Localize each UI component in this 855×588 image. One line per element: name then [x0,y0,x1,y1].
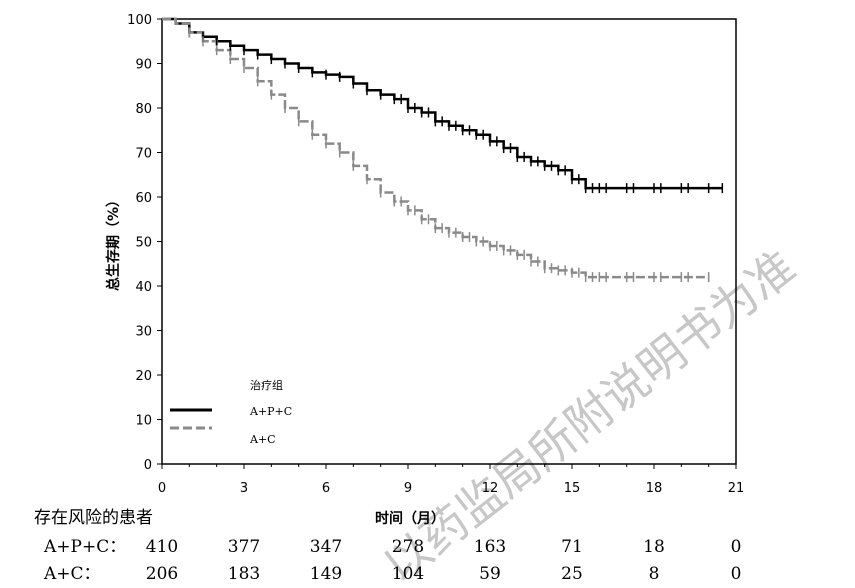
watermark: 以药监局所附说明书为准 [374,240,806,588]
x-tick-label: 21 [728,481,745,496]
risk-count: 59 [479,564,501,584]
risk-table-title: 存在风险的患者 [34,508,153,528]
risk-count: 104 [392,564,424,584]
series-line-ac [162,17,709,279]
risk-count: 410 [146,537,178,557]
legend-title: 治疗组 [250,378,283,392]
watermark-text: 以药监局所附说明书为准 [374,240,806,588]
risk-count: 8 [649,564,660,584]
x-tick-label: 18 [646,481,663,496]
x-tick-label: 6 [322,481,330,496]
series-line-apc [162,17,723,190]
risk-rows: A+P+C： 410 377 347 278 163 71 18 0 A+C： 206 183 149 1… [43,537,741,584]
risk-count: 0 [731,537,742,557]
x-axis-title: 时间（月） [375,510,445,527]
axes [157,18,737,469]
risk-count: 183 [228,564,260,584]
risk-count: 25 [561,564,583,584]
risk-count: 163 [474,537,506,557]
risk-count: 206 [146,564,178,584]
tick-labels: 0 10 20 30 40 50 60 70 80 90 100 0 3 6 9 12 15 18 21 [127,13,744,496]
x-tick-label: 15 [564,481,581,496]
censor-marks [188,27,724,283]
y-tick-label: 50 [135,236,152,251]
y-tick-label: 70 [135,147,152,162]
y-tick-label: 100 [127,13,152,28]
risk-count: 377 [228,537,260,557]
legend-label-apc: A+P+C [249,405,292,418]
y-tick-label: 90 [135,58,152,73]
series-lines [162,17,723,279]
risk-count: 347 [310,537,342,557]
y-axis-title: 总生存期（%） [105,193,122,291]
y-tick-label: 20 [135,369,152,384]
risk-row-label: A+P+C： [43,537,126,557]
y-tick-label: 80 [135,102,152,117]
y-tick-label: 10 [135,414,152,429]
y-tick-label: 60 [135,191,152,206]
x-tick-label: 3 [240,481,248,496]
risk-row-label: A+C： [43,564,101,584]
x-tick-label: 9 [404,481,412,496]
risk-count: 278 [392,537,424,557]
risk-count: 149 [310,564,342,584]
risk-count: 0 [731,564,742,584]
risk-count: 18 [643,537,665,557]
x-tick-label: 0 [158,481,166,496]
legend: 治疗组 A+P+C A+C [170,378,292,446]
x-tick-label: 12 [482,481,499,496]
y-tick-label: 0 [144,458,152,473]
legend-label-ac: A+C [249,433,276,446]
risk-count: 71 [561,537,583,557]
y-tick-label: 30 [135,325,152,340]
y-tick-label: 40 [135,280,152,295]
risk-table: 存在风险的患者 A+P+C： 410 377 347 278 163 71 18 0 A+C： 20… [34,508,741,584]
